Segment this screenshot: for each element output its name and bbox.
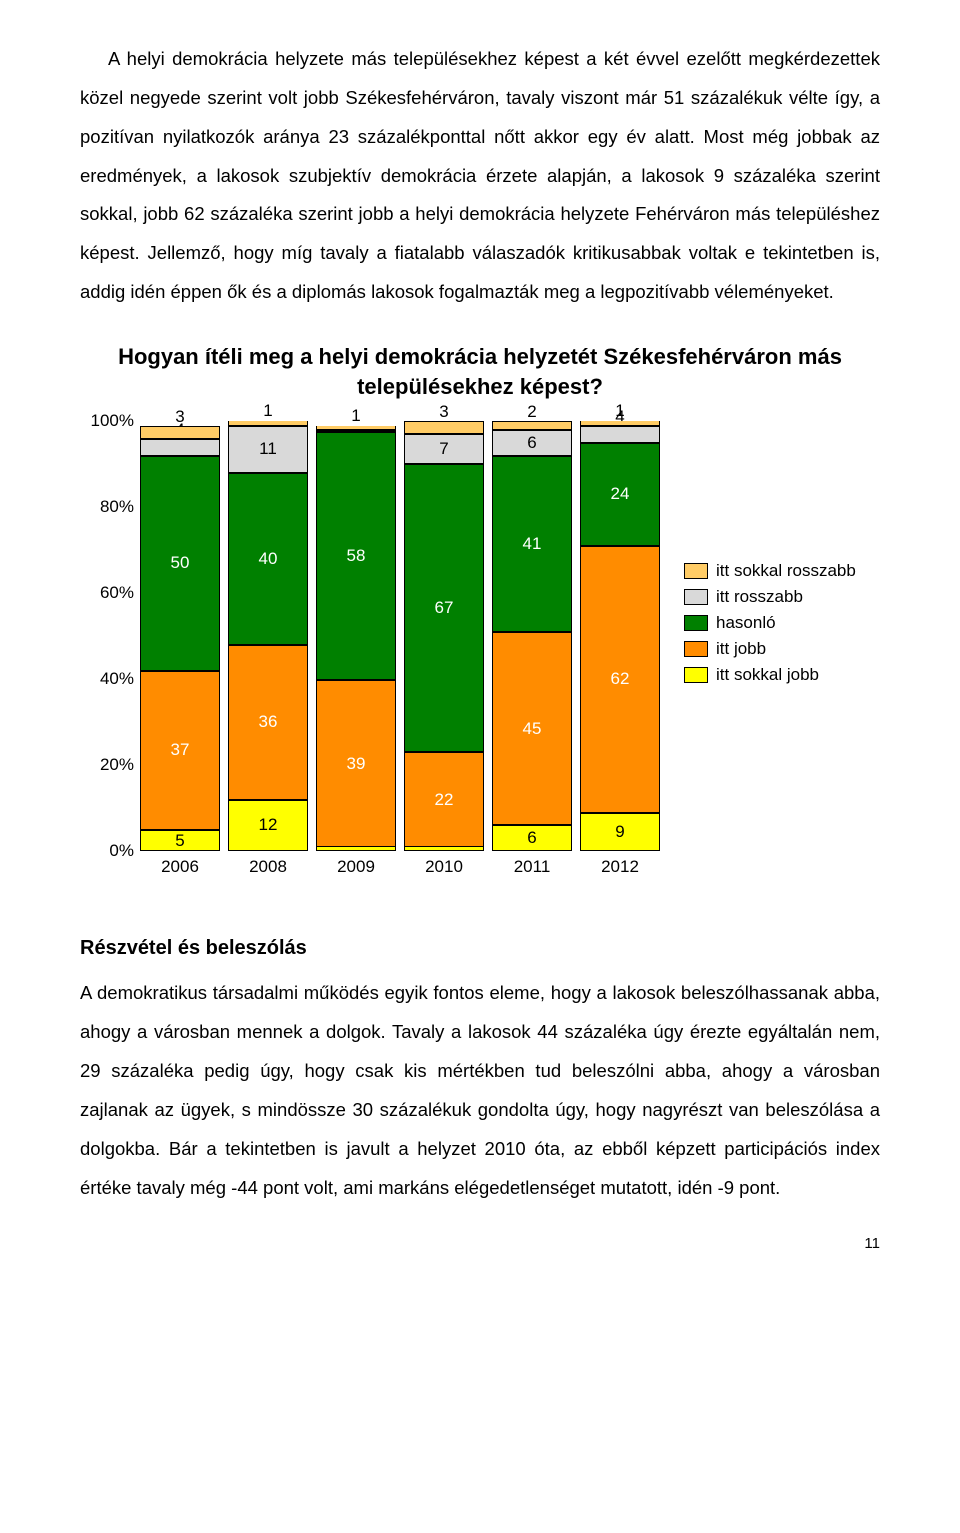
seg-2012-j: 62 [580,546,660,813]
legend-swatch [684,641,708,657]
seg-2006-sj: 5 [140,830,220,852]
seg-2010-r: 7 [404,434,484,464]
seg-2011-j: 45 [492,632,572,826]
seg-2012-sr: 1 [580,421,660,425]
x-label: 2012 [580,857,660,877]
seg-2011-sr: 2 [492,421,572,430]
seg-2011-sj: 6 [492,825,572,851]
bar-2006: 5375043 [140,421,220,851]
legend-item-r: itt rosszabb [684,587,856,607]
legend-item-j: itt jobb [684,639,856,659]
seg-2008-j: 36 [228,645,308,800]
x-label: 2010 [404,857,484,877]
bar-2008: 123640111 [228,421,308,851]
bar-2011: 6454162 [492,421,572,851]
x-axis-labels: 2006 2008 2009 2010 2011 2012 [140,857,660,877]
legend-label: itt sokkal rosszabb [716,561,856,581]
intro-paragraph: A helyi demokrácia helyzete más települé… [80,40,880,312]
legend-item-h: hasonló [684,613,856,633]
seg-2009-h: 58 [316,432,396,680]
legend-swatch [684,563,708,579]
chart-title-line1: Hogyan ítéli meg a helyi demokrácia hely… [118,344,842,369]
seg-2012-r: 4 [580,426,660,443]
x-label: 2009 [316,857,396,877]
legend-swatch [684,615,708,631]
legend-label: itt sokkal jobb [716,665,819,685]
seg-2010-h: 67 [404,464,484,752]
bar-2009: 139581 [316,421,396,851]
seg-2012-sj: 9 [580,813,660,852]
seg-2010-j: 22 [404,752,484,847]
legend-label: itt jobb [716,639,766,659]
bar-2010: 1226773 [404,421,484,851]
legend-item-sr: itt sokkal rosszabb [684,561,856,581]
legend-item-sj: itt sokkal jobb [684,665,856,685]
legend-swatch [684,667,708,683]
y-tick: 0% [109,841,134,861]
seg-2006-sr: 3 [140,426,220,439]
stacked-bar-chart: 0%20%40%60%80%100% 537504312364011113958… [80,421,880,877]
seg-2011-r: 6 [492,430,572,456]
chart-title: Hogyan ítéli meg a helyi demokrácia hely… [80,342,880,401]
y-tick: 20% [100,755,134,775]
x-label: 2011 [492,857,572,877]
section-heading: Részvétel és beleszólás [80,937,880,960]
x-label: 2008 [228,857,308,877]
seg-2010-sj: 1 [404,847,484,851]
chart-title-line2: településekhez képest? [357,374,603,399]
body-paragraph: A demokratikus társadalmi működés egyik … [80,974,880,1207]
seg-2009-j: 39 [316,680,396,847]
y-axis: 0%20%40%60%80%100% [80,421,140,851]
legend-swatch [684,589,708,605]
y-tick: 60% [100,583,134,603]
seg-2006-h: 50 [140,456,220,671]
seg-2009-sr: 1 [316,426,396,430]
seg-2009-r [316,430,396,432]
seg-2008-sj: 12 [228,800,308,852]
seg-2008-h: 40 [228,473,308,645]
seg-2011-h: 41 [492,456,572,632]
y-tick: 80% [100,497,134,517]
legend-label: hasonló [716,613,776,633]
seg-2008-r: 11 [228,426,308,473]
seg-2012-h: 24 [580,443,660,546]
seg-2010-sr: 3 [404,421,484,434]
y-tick: 40% [100,669,134,689]
legend-label: itt rosszabb [716,587,803,607]
seg-2006-r: 4 [140,439,220,456]
y-tick: 100% [91,411,134,431]
page-number: 11 [80,1235,880,1252]
seg-2009-sj: 1 [316,847,396,851]
bars: 5375043123640111139581122677364541629622… [140,421,660,851]
legend: itt sokkal rosszabb itt rosszabb hasonló it… [684,561,856,691]
seg-2008-sr: 1 [228,421,308,425]
x-label: 2006 [140,857,220,877]
bar-2012: 9622441 [580,421,660,851]
seg-2006-j: 37 [140,671,220,830]
